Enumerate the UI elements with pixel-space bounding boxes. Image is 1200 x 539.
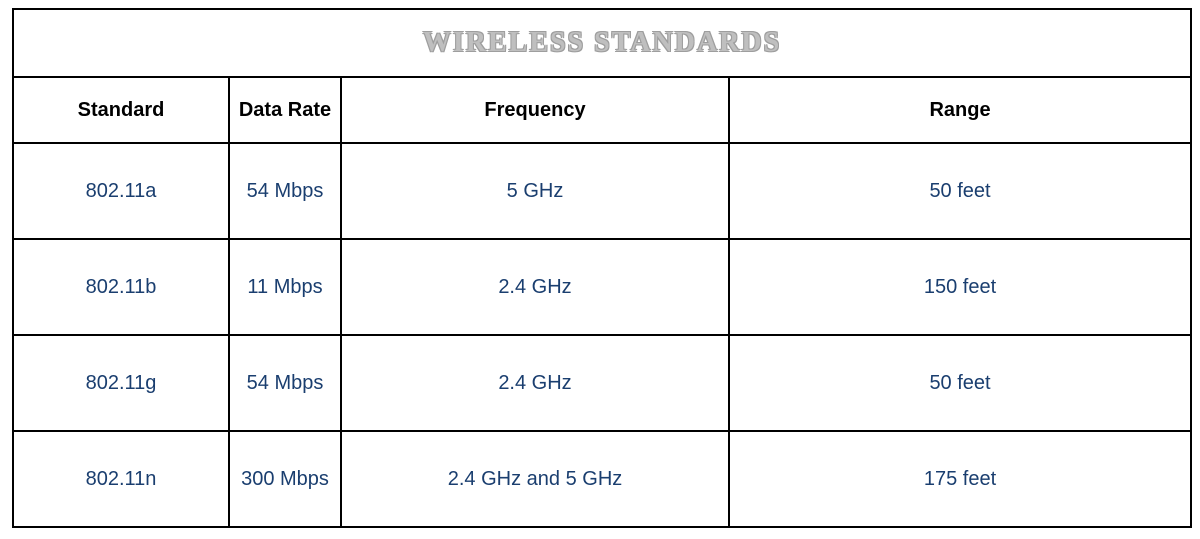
table-row: 802.11g 54 Mbps 2.4 GHz 50 feet — [13, 335, 1191, 431]
table-row: 802.11a 54 Mbps 5 GHz 50 feet — [13, 143, 1191, 239]
table-row: 802.11b 11 Mbps 2.4 GHz 150 feet — [13, 239, 1191, 335]
cell-standard: 802.11n — [13, 431, 229, 527]
cell-frequency: 2.4 GHz and 5 GHz — [341, 431, 729, 527]
table-title-cell: WIRELESS STANDARDS — [13, 9, 1191, 77]
col-header-frequency: Frequency — [341, 77, 729, 143]
table-title: WIRELESS STANDARDS — [423, 10, 781, 76]
cell-data-rate: 300 Mbps — [229, 431, 341, 527]
cell-range: 175 feet — [729, 431, 1191, 527]
col-header-range: Range — [729, 77, 1191, 143]
wireless-standards-table: WIRELESS STANDARDS Standard Data Rate Fr… — [12, 8, 1192, 528]
cell-range: 50 feet — [729, 335, 1191, 431]
cell-range: 50 feet — [729, 143, 1191, 239]
col-header-standard: Standard — [13, 77, 229, 143]
table-header-row: Standard Data Rate Frequency Range — [13, 77, 1191, 143]
cell-range: 150 feet — [729, 239, 1191, 335]
cell-data-rate: 11 Mbps — [229, 239, 341, 335]
table-wrapper: WIRELESS STANDARDS Standard Data Rate Fr… — [0, 0, 1200, 536]
cell-standard: 802.11g — [13, 335, 229, 431]
cell-frequency: 2.4 GHz — [341, 335, 729, 431]
col-header-data-rate: Data Rate — [229, 77, 341, 143]
cell-data-rate: 54 Mbps — [229, 143, 341, 239]
cell-frequency: 2.4 GHz — [341, 239, 729, 335]
table-row: 802.11n 300 Mbps 2.4 GHz and 5 GHz 175 f… — [13, 431, 1191, 527]
table-title-row: WIRELESS STANDARDS — [13, 9, 1191, 77]
cell-standard: 802.11b — [13, 239, 229, 335]
cell-data-rate: 54 Mbps — [229, 335, 341, 431]
cell-standard: 802.11a — [13, 143, 229, 239]
cell-frequency: 5 GHz — [341, 143, 729, 239]
